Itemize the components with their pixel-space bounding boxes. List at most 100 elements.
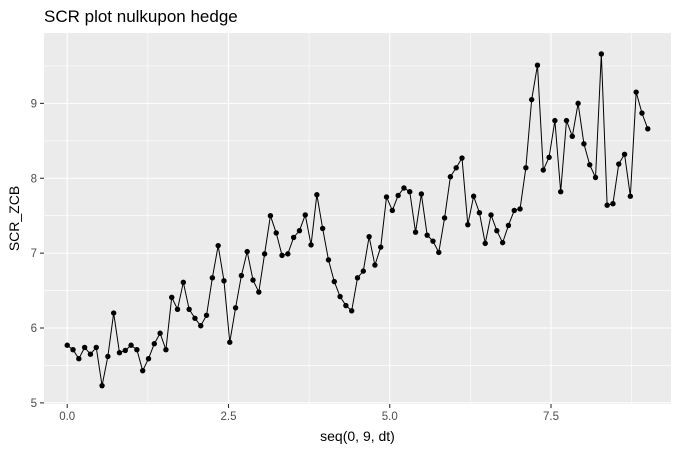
data-point [465,221,471,228]
data-point [174,306,181,312]
data-point [99,382,105,389]
data-point [76,356,82,362]
y-tick-label-0: 5 [31,398,37,410]
data-point [581,141,587,147]
data-point [645,126,651,132]
data-point [360,268,367,274]
data-point [459,155,465,161]
data-point [505,222,512,229]
data-point [557,189,564,195]
data-point [319,225,326,232]
data-point [244,248,250,255]
data-point [163,347,169,353]
data-point [627,193,634,199]
data-point [598,51,605,57]
data-point [592,174,599,181]
data-point [639,110,645,116]
data-point [238,272,245,279]
data-point [517,206,523,212]
data-point [209,275,216,281]
data-point [203,312,210,318]
data-point [633,89,639,95]
data-point [221,278,227,284]
data-point [285,251,291,257]
data-point [424,232,430,238]
data-point [447,174,454,180]
data-point [180,279,187,286]
data-point [587,162,593,168]
data-point [232,305,239,311]
data-point [337,293,343,300]
data-point [308,242,314,248]
x-tick-label-1: 2.5 [220,411,236,423]
x-axis-title: seq(0, 9, dt) [320,428,395,444]
data-point [430,238,436,244]
y-tick-label-4: 9 [31,98,37,110]
data-point [139,367,146,374]
data-point [389,207,396,214]
data-point [157,330,163,336]
data-point [395,192,401,199]
data-point [343,302,349,309]
data-point [407,189,413,195]
y-tick-label-3: 8 [31,173,37,185]
data-point [534,62,541,68]
data-point [366,233,372,240]
data-point [116,350,123,356]
data-point [348,308,355,314]
data-point [105,353,111,360]
data-point [128,342,134,348]
data-point [528,96,535,103]
data-point [575,100,581,107]
data-point [569,133,576,140]
y-tick-label-1: 6 [31,323,37,335]
x-tick-label-3: 7.5 [543,411,559,423]
data-point [145,356,152,362]
data-point [523,165,529,171]
data-point [482,240,488,247]
data-point [250,277,256,283]
data-point [186,306,192,312]
data-point [198,323,204,329]
data-point [314,192,320,198]
data-point [540,167,546,173]
data-point [418,191,425,197]
data-point [87,351,94,357]
data-point [110,310,117,316]
data-point [290,234,297,241]
data-point [169,294,175,301]
data-point [563,117,570,124]
data-point [378,244,384,250]
y-tick-label-2: 7 [31,248,37,260]
data-point [64,342,70,348]
data-point [436,249,442,256]
data-point [296,227,303,234]
data-point [93,344,99,351]
data-point [134,347,140,353]
data-point [354,275,361,281]
data-point [546,154,552,160]
data-point [621,151,628,157]
data-point [511,207,517,214]
data-point [401,185,407,191]
data-point [192,315,198,321]
grid-minor [44,33,671,404]
grid-major [44,33,671,404]
data-point [70,347,76,353]
data-point [267,212,274,219]
y-axis-title: SCR_ZCB [6,186,22,251]
data-point [476,209,483,216]
series-points-group [64,51,651,389]
data-point [616,161,622,167]
data-point [261,251,268,257]
data-point [325,257,332,263]
chart-title: SCR plot nulkupon hedge [44,7,238,26]
data-point [151,341,158,347]
data-point [215,242,221,249]
data-point [122,347,128,354]
data-point [610,201,616,207]
data-point [227,339,233,345]
data-point [383,194,390,200]
data-point [453,165,459,171]
